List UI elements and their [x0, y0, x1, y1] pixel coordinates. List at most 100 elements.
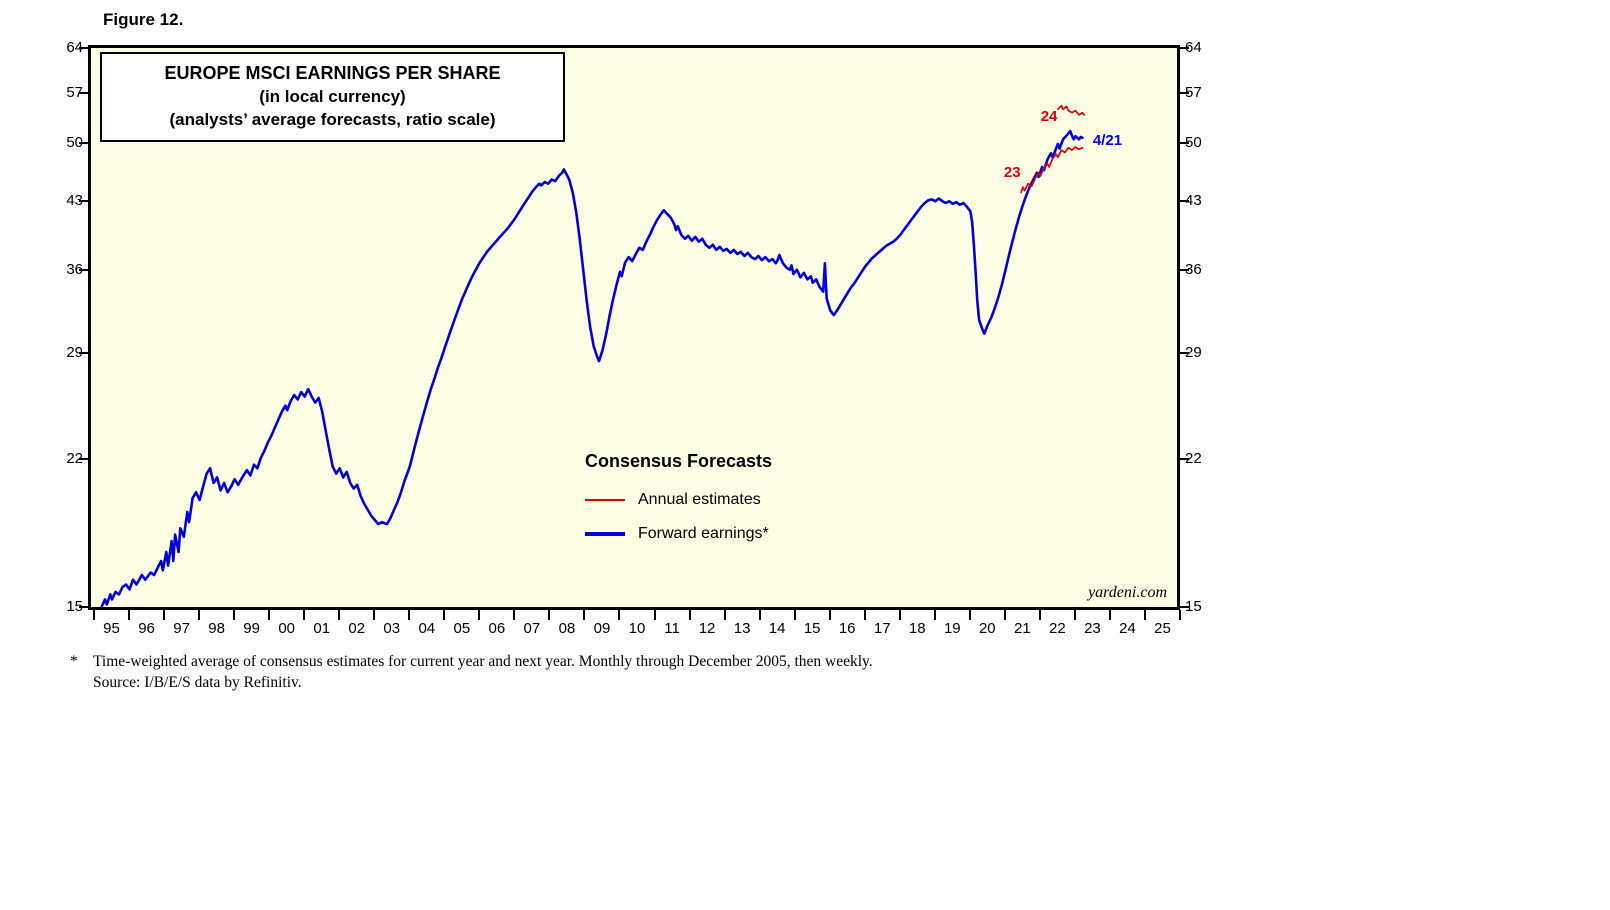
- x-axis-label: 95: [103, 620, 120, 637]
- x-tick-mark: [1038, 610, 1041, 620]
- x-tick-mark: [618, 610, 621, 620]
- chart-plot-area: EUROPE MSCI EARNINGS PER SHARE (in local…: [66, 39, 1201, 637]
- x-tick-mark: [1179, 610, 1181, 620]
- legend-title: Consensus Forecasts: [585, 451, 773, 471]
- x-tick-mark: [548, 610, 551, 620]
- y-tick-mark-left: [79, 47, 88, 49]
- x-tick-mark: [1073, 610, 1076, 620]
- x-axis-label: 98: [208, 620, 225, 637]
- y-axis-label-left: 15: [66, 598, 83, 615]
- footnote: * Time-weighted average of consensus est…: [70, 651, 873, 693]
- x-axis-label: 08: [558, 620, 576, 637]
- x-axis-label: 04: [418, 620, 436, 637]
- x-axis-label: 23: [1084, 620, 1101, 637]
- y-tick-mark-left: [79, 268, 88, 271]
- x-tick-mark: [443, 610, 446, 620]
- x-axis-label: 18: [908, 620, 926, 637]
- x-axis-label: 16: [838, 620, 856, 637]
- x-tick-mark: [128, 610, 131, 620]
- legend-item-label: Forward earnings*: [638, 525, 769, 542]
- x-tick-mark: [338, 610, 341, 620]
- x-axis-label: 13: [733, 620, 751, 637]
- chart-annotation-23: 23: [1003, 164, 1021, 182]
- y-tick-mark-left: [79, 351, 88, 354]
- x-tick-mark: [408, 610, 411, 620]
- chart-subtitle-scale: (analysts’ average forecasts, ratio scal…: [169, 110, 496, 129]
- x-axis-label: 09: [593, 620, 611, 637]
- x-tick-mark: [373, 610, 376, 620]
- x-axis-label: 17: [873, 620, 891, 637]
- annual-estimates-line-swatch: [585, 499, 625, 501]
- x-tick-mark: [793, 610, 796, 620]
- y-axis-label-right: 29: [1185, 343, 1202, 361]
- x-tick-mark: [1143, 610, 1146, 620]
- chart-title-box: EUROPE MSCI EARNINGS PER SHARE (in local…: [100, 52, 565, 142]
- y-axis-label-left: 22: [66, 450, 83, 468]
- y-axis-label-right: 50: [1185, 134, 1202, 152]
- y-axis-label-left: 57: [66, 83, 83, 101]
- chart-annotation-24: 24: [1040, 108, 1058, 126]
- y-tick-mark-right: [1180, 606, 1189, 608]
- x-tick-mark: [198, 610, 201, 620]
- x-axis-label: 00: [278, 620, 296, 637]
- x-axis-label: 03: [383, 620, 401, 637]
- y-tick-mark-right: [1180, 47, 1189, 49]
- legend-item-label: Annual estimates: [638, 491, 761, 508]
- y-axis-label-right: 15: [1185, 598, 1202, 615]
- chart-annotation-421: 4/21: [1092, 131, 1123, 149]
- footnote-line-1: Time-weighted average of consensus estim…: [93, 653, 873, 670]
- y-tick-mark-left: [79, 200, 88, 203]
- x-axis-label: 22: [1049, 620, 1066, 637]
- y-axis-label-right: 64: [1185, 39, 1202, 56]
- y-axis-label-right: 22: [1185, 450, 1202, 468]
- forward-earnings-line-swatch: [585, 532, 625, 536]
- y-axis-label-right: 57: [1185, 83, 1202, 101]
- forward-earnings-line: [100, 129, 1084, 607]
- x-tick-mark: [93, 610, 95, 620]
- x-axis-label: 15: [803, 620, 821, 637]
- x-tick-mark: [688, 610, 691, 620]
- y-tick-mark-left: [79, 606, 88, 608]
- x-axis-label: 01: [313, 620, 331, 637]
- x-tick-mark: [723, 610, 726, 620]
- figure-label: Figure 12.: [103, 10, 184, 29]
- y-axis-label-right: 36: [1185, 260, 1202, 278]
- footnote-text: Time-weighted average of consensus estim…: [93, 651, 873, 693]
- x-axis-label: 99: [243, 620, 260, 637]
- y-tick-mark-left: [79, 91, 88, 94]
- x-axis-label: 97: [173, 620, 190, 637]
- watermark-yardeni: yardeni.com: [1088, 584, 1167, 601]
- x-tick-mark: [863, 610, 866, 620]
- x-tick-mark: [898, 610, 901, 620]
- y-axis-label-left: 50: [66, 134, 83, 152]
- y-tick-mark-right: [1180, 458, 1189, 461]
- x-tick-mark: [1003, 610, 1006, 620]
- y-axis-label-left: 36: [66, 260, 83, 278]
- y-tick-mark-right: [1180, 200, 1189, 203]
- x-axis-label: 12: [698, 620, 716, 637]
- x-tick-mark: [268, 610, 271, 620]
- x-tick-mark: [828, 610, 831, 620]
- x-tick-mark: [1108, 610, 1111, 620]
- chart-title: EUROPE MSCI EARNINGS PER SHARE: [164, 63, 501, 83]
- x-axis-label: 06: [488, 620, 506, 637]
- x-tick-mark: [303, 610, 306, 620]
- x-tick-mark: [163, 610, 166, 620]
- x-tick-mark: [583, 610, 586, 620]
- x-axis-label: 20: [978, 620, 996, 637]
- chart-series-canvas: [100, 104, 1086, 607]
- y-tick-mark-left: [79, 142, 88, 145]
- x-tick-mark: [653, 610, 656, 620]
- annual-estimate-24-line: [1057, 104, 1086, 116]
- x-tick-mark: [933, 610, 936, 620]
- x-axis-label: 11: [664, 620, 680, 637]
- legend-item-forward-earnings: Forward earnings*: [585, 522, 772, 546]
- x-axis-label: 25: [1154, 620, 1171, 637]
- y-tick-mark-left: [79, 458, 88, 461]
- y-axis-label-left: 29: [66, 343, 83, 361]
- y-tick-mark-right: [1180, 142, 1189, 145]
- x-tick-mark: [478, 610, 481, 620]
- x-axis-label: 21: [1014, 620, 1031, 637]
- legend: Consensus Forecasts Annual estimates For…: [585, 451, 772, 546]
- y-axis-label-left: 43: [66, 192, 83, 210]
